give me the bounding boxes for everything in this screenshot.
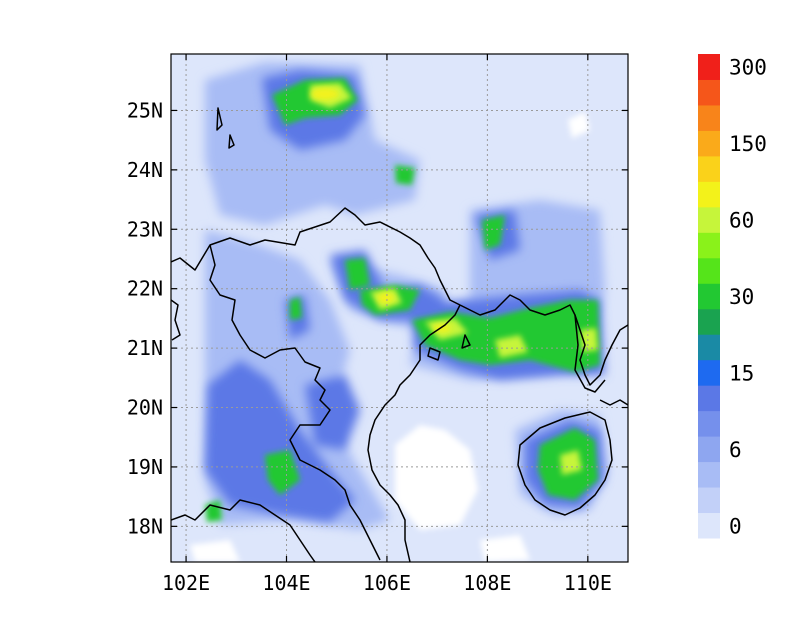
colorbar-swatch — [698, 155, 720, 182]
colorbar-swatch — [698, 385, 720, 412]
border-vietnam-laos — [209, 244, 381, 561]
colorbar-label: 60 — [729, 209, 754, 233]
rain-field-dry-areas — [190, 112, 590, 562]
map-panel: 102E 104E 106E 108E 110E 18N 19N 20N 21N 22N 23N 2… — [127, 53, 629, 595]
colorbar-label: 150 — [729, 132, 767, 156]
coastline-hainan — [517, 411, 613, 516]
lon-tick-label: 108E — [463, 571, 511, 595]
map-frame — [170, 53, 629, 563]
colorbar-swatch — [698, 308, 720, 335]
border-west-edge — [171, 299, 181, 341]
lon-tick-label: 110E — [564, 571, 612, 595]
colorbar-label: 0 — [729, 514, 742, 538]
colorbar-swatch — [698, 487, 720, 514]
lat-tick-label: 23N — [127, 217, 163, 241]
colorbar-swatch — [698, 54, 720, 80]
gridlines — [171, 54, 628, 562]
colorbar-swatch — [698, 410, 720, 437]
colorbar-swatch — [698, 359, 720, 386]
lon-tick-label: 102E — [162, 571, 210, 595]
colorbar-swatch — [698, 232, 720, 259]
colorbar-swatch — [698, 334, 720, 361]
lon-tick-label: 106E — [363, 571, 411, 595]
colorbar-label: 300 — [729, 56, 767, 80]
colorbar-swatch — [698, 257, 720, 284]
lat-tick-label: 18N — [127, 514, 163, 538]
lon-axis: 102E 104E 106E 108E 110E — [162, 54, 612, 595]
lon-tick-label: 104E — [262, 571, 310, 595]
coastline-leizhou — [574, 314, 606, 393]
lat-tick-label: 24N — [127, 158, 163, 182]
lat-tick-label: 25N — [127, 98, 163, 122]
colorbar-swatch — [698, 206, 720, 233]
coastline-guangdong-east — [599, 399, 628, 406]
precipitation-field — [171, 54, 628, 562]
colorbar-label: 6 — [729, 438, 742, 462]
colorbar-swatch — [698, 283, 720, 310]
colorbar-swatch — [698, 181, 720, 208]
colorbar: 0 6 15 30 60 150 300 — [698, 54, 767, 539]
coastline-south-china — [459, 294, 628, 386]
lat-tick-label: 20N — [127, 396, 163, 420]
colorbar-swatch — [698, 512, 720, 539]
lat-tick-label: 22N — [127, 277, 163, 301]
coastline-vietnam — [367, 304, 461, 562]
border-china-vietnam — [171, 207, 461, 306]
colorbar-swatch — [698, 436, 720, 463]
border-laos-thailand — [171, 499, 316, 562]
coastline-islands — [216, 107, 471, 361]
lat-axis: 18N 19N 20N 21N 22N 23N 24N 25N — [127, 98, 628, 538]
lat-tick-label: 19N — [127, 455, 163, 479]
colorbar-swatch — [698, 130, 720, 157]
lat-tick-label: 21N — [127, 336, 163, 360]
coastlines-and-borders — [171, 107, 628, 562]
colorbar-swatch — [698, 104, 720, 131]
colorbar-swatch — [698, 461, 720, 488]
colorbar-label: 30 — [729, 285, 754, 309]
rain-field-level-peak — [311, 88, 451, 332]
colorbar-label: 15 — [729, 361, 754, 385]
colorbar-swatch — [698, 79, 720, 106]
